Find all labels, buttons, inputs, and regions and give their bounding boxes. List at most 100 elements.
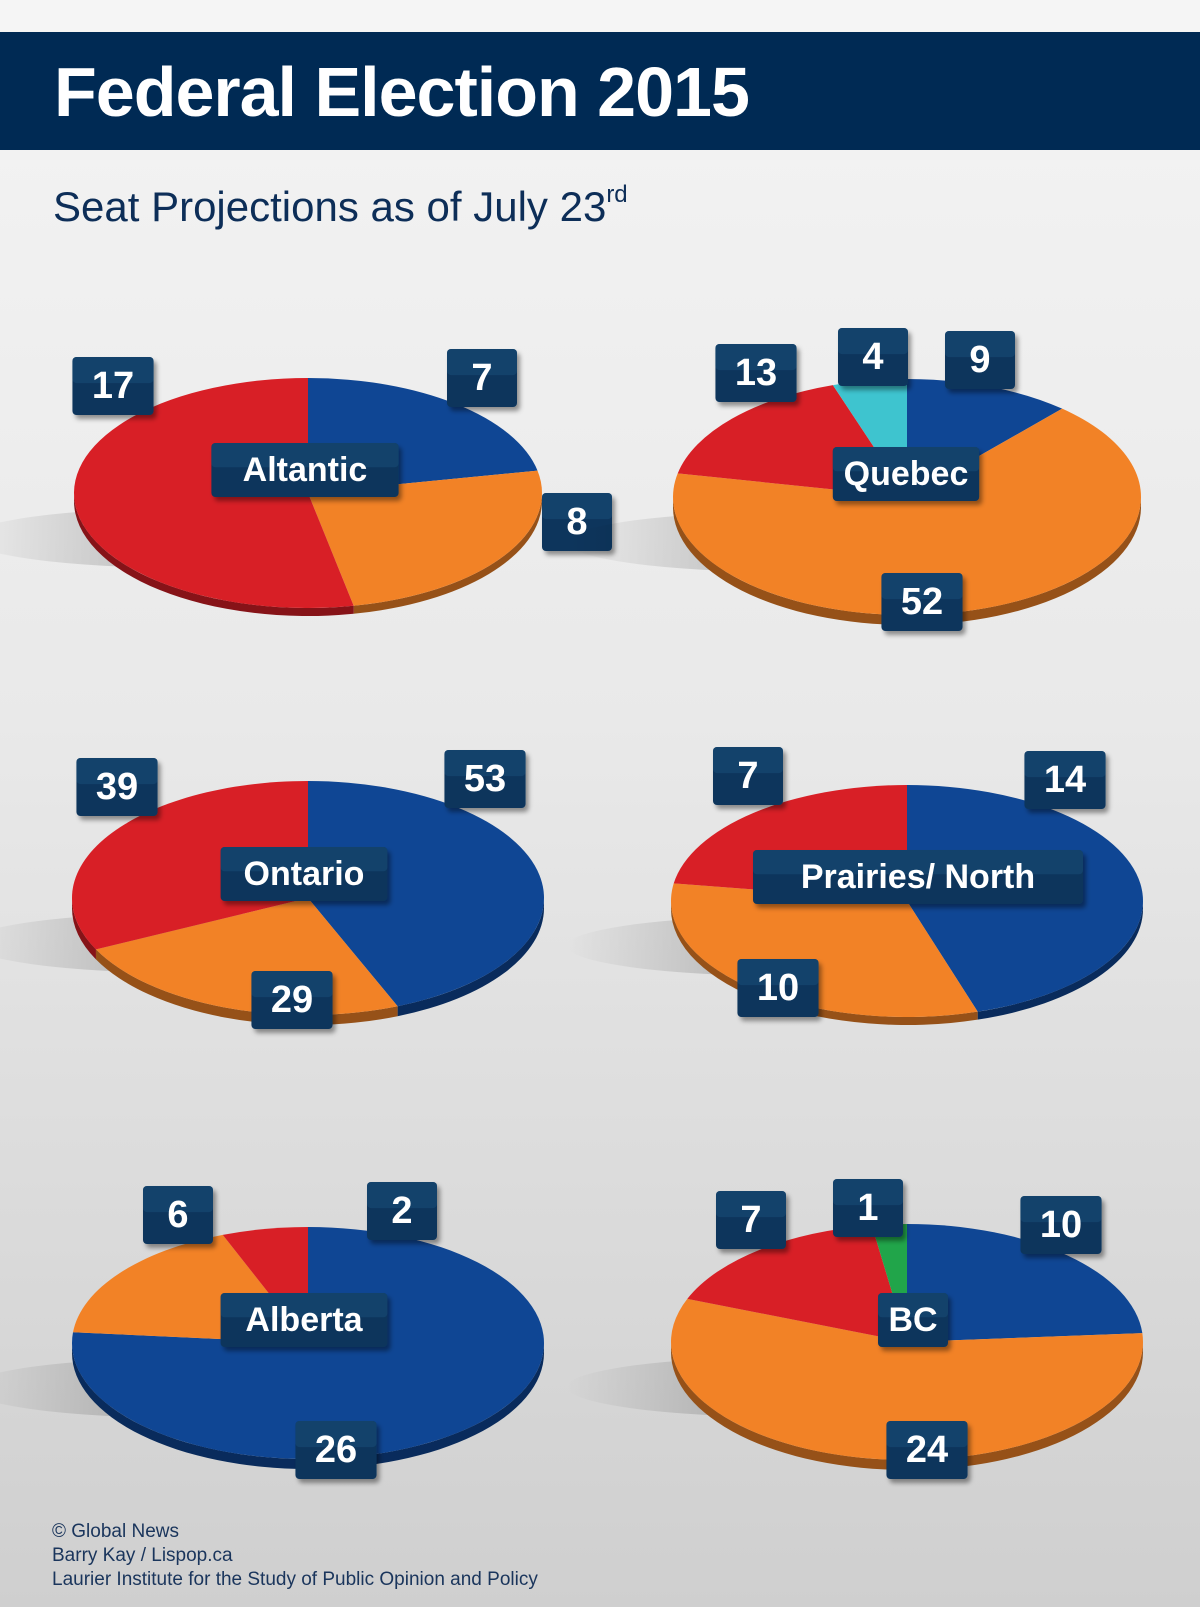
value-label-liberal-highlight (76, 758, 158, 785)
value-label-conservative: 7 (447, 349, 517, 407)
value-label-ndp-highlight (143, 1186, 213, 1213)
value-label-liberal: 2 (367, 1182, 437, 1240)
value-label-conservative-text: 26 (315, 1429, 357, 1471)
region-label-text: Ontario (244, 855, 365, 893)
pie-ontario: 53 29 39 Ontario (0, 750, 544, 1029)
value-label-conservative: 9 (945, 331, 1015, 389)
value-label-green: 1 (833, 1179, 903, 1237)
region-label-text: Prairies/ North (801, 858, 1035, 896)
subtitle-superscript: rd (606, 181, 628, 208)
pie-bc: 10 24 7 1 BC (567, 1179, 1143, 1479)
value-label-ndp-text: 10 (757, 967, 799, 1009)
title-banner: Federal Election 2015 (0, 32, 1200, 150)
value-label-liberal: 17 (72, 357, 154, 415)
pie-edge-liberal (72, 898, 96, 960)
top-strip (0, 0, 1200, 32)
value-label-ndp: 6 (143, 1186, 213, 1244)
region-label: Alberta (220, 1293, 388, 1347)
region-label-highlight (753, 850, 1083, 875)
value-label-conservative-highlight (945, 331, 1015, 358)
value-label-conservative-highlight (295, 1421, 377, 1448)
value-label-liberal: 13 (715, 344, 797, 402)
value-label-liberal: 7 (716, 1191, 786, 1249)
region-label: BC (878, 1293, 948, 1347)
footer-institute: Laurier Institute for the Study of Publi… (52, 1569, 538, 1590)
footer-copyright: © Global News (52, 1521, 179, 1542)
value-label-ndp: 52 (881, 573, 963, 631)
value-label-ndp-text: 29 (271, 979, 313, 1021)
value-label-liberal-highlight (716, 1191, 786, 1218)
region-label: Prairies/ North (753, 850, 1083, 904)
value-label-conservative-text: 14 (1044, 759, 1086, 801)
value-label-liberal-highlight (713, 747, 783, 774)
pie-slice-ndp (308, 470, 542, 606)
value-label-liberal: 39 (76, 758, 158, 816)
region-label-text: Altantic (243, 451, 368, 489)
footer-source: Barry Kay / Lispop.ca (52, 1545, 233, 1566)
pie-slice-ndp (673, 408, 1141, 615)
pie-quebec: 9 52 13 4 Quebec (567, 328, 1141, 631)
pie-slice-conservative (907, 1224, 1143, 1342)
region-label-highlight (211, 443, 399, 468)
value-label-bloc: 4 (838, 328, 908, 386)
value-label-bloc-text: 4 (862, 336, 883, 378)
value-label-ndp-highlight (886, 1421, 968, 1448)
value-label-conservative: 10 (1020, 1196, 1102, 1254)
value-label-ndp: 10 (737, 959, 819, 1017)
value-label-ndp-highlight (737, 959, 819, 986)
value-label-green-highlight (833, 1179, 903, 1206)
value-label-liberal-text: 7 (740, 1199, 761, 1241)
region-label-highlight (832, 447, 980, 472)
value-label-conservative-highlight (444, 750, 526, 777)
region-label-text: BC (888, 1301, 937, 1339)
pie-slice-conservative (308, 781, 544, 1007)
pie-slice-liberal (71, 781, 308, 950)
pie-edge-ndp (95, 949, 398, 1026)
value-label-ndp: 24 (886, 1421, 968, 1479)
pie-edge-ndp (353, 493, 542, 614)
value-label-liberal-highlight (72, 357, 154, 384)
value-label-bloc-highlight (838, 328, 908, 355)
value-label-liberal-text: 2 (391, 1190, 412, 1232)
page-subtitle: Seat Projections as of July 23rd (53, 181, 628, 231)
value-label-ndp-text: 24 (906, 1429, 948, 1471)
pie-slice-liberal (687, 1225, 907, 1342)
value-label-conservative-text: 53 (464, 758, 506, 800)
pie-prairies-north: 14 10 7 Prairies/ North (567, 747, 1144, 1025)
value-label-ndp-text: 6 (167, 1194, 188, 1236)
value-label-green-text: 1 (857, 1187, 878, 1229)
value-label-conservative: 14 (1024, 751, 1106, 809)
pie-slice-ndp (671, 1298, 1143, 1461)
region-label-text: Alberta (245, 1301, 363, 1339)
value-label-liberal: 7 (713, 747, 783, 805)
value-label-conservative: 53 (444, 750, 526, 808)
footer-credits: © Global News Barry Kay / Lispop.ca Laur… (52, 1520, 538, 1592)
page-title: Federal Election 2015 (54, 53, 750, 131)
region-label: Altantic (211, 443, 399, 497)
region-label-highlight (878, 1293, 948, 1318)
value-label-liberal-text: 7 (737, 755, 758, 797)
value-label-liberal-text: 13 (735, 352, 777, 394)
value-label-conservative-text: 9 (969, 339, 990, 381)
subtitle-text: Seat Projections as of July 23 (53, 183, 607, 230)
value-label-conservative-highlight (1020, 1196, 1102, 1223)
value-label-conservative-text: 7 (471, 357, 492, 399)
pie-edge-conservative (397, 898, 544, 1017)
value-label-ndp-text: 52 (901, 581, 943, 623)
value-label-liberal-highlight (367, 1182, 437, 1209)
region-label: Quebec (832, 447, 980, 501)
value-label-ndp-highlight (251, 971, 333, 998)
region-label-highlight (220, 1293, 388, 1318)
pie-alberta: 26 6 2 Alberta (0, 1182, 544, 1479)
value-label-conservative: 26 (295, 1421, 377, 1479)
region-label-text: Quebec (844, 455, 969, 493)
value-label-liberal-highlight (715, 344, 797, 371)
value-label-conservative-text: 10 (1040, 1204, 1082, 1246)
value-label-conservative-highlight (447, 349, 517, 376)
region-label-highlight (220, 847, 388, 872)
region-label: Ontario (220, 847, 388, 901)
value-label-conservative-highlight (1024, 751, 1106, 778)
value-label-ndp-highlight (542, 493, 612, 520)
